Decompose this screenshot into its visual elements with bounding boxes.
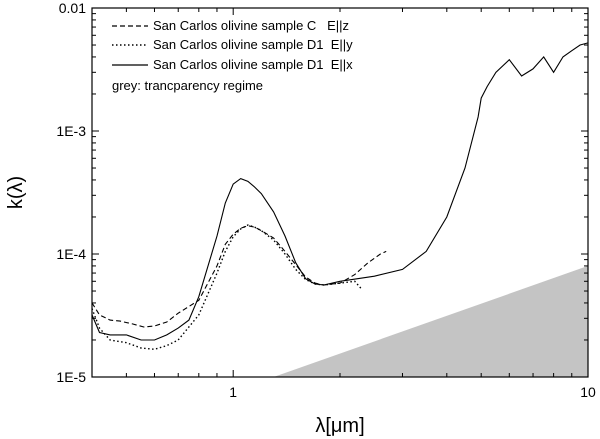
y-tick-label: 1E-5 (56, 369, 86, 385)
y-axis-title: k(λ) (5, 176, 27, 209)
legend-label: San Carlos olivine sample D1 E||x (153, 57, 353, 72)
legend: San Carlos olivine sample C E||z San Car… (112, 18, 353, 93)
legend-label: San Carlos olivine sample D1 E||y (153, 37, 353, 52)
series-solid-line (91, 42, 589, 341)
legend-note: grey: trancparency regime (112, 78, 263, 93)
transparency-region (273, 265, 588, 377)
y-tick-label: 0.01 (59, 0, 86, 16)
y-tick-label: 1E-4 (56, 246, 86, 262)
tick-labels-layer: 1 10 1E-5 1E-4 1E-3 0.01 (56, 0, 596, 400)
x-tick-label: 10 (580, 384, 596, 400)
ticks-layer (91, 7, 589, 378)
transparency-region-layer (273, 265, 588, 377)
x-axis-title: λ[μm] (315, 415, 364, 437)
legend-label: San Carlos olivine sample C E||z (153, 18, 349, 33)
y-tick-label: 1E-3 (56, 123, 86, 139)
x-tick-label: 1 (229, 384, 237, 400)
series-layer (91, 42, 589, 351)
